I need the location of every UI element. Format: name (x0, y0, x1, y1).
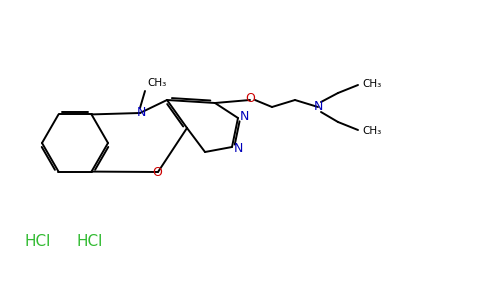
Text: HCl: HCl (77, 235, 103, 250)
Text: O: O (152, 166, 162, 178)
Text: CH₃: CH₃ (362, 126, 381, 136)
Text: N: N (240, 110, 249, 124)
Text: HCl: HCl (25, 235, 51, 250)
Text: N: N (136, 106, 146, 119)
Text: N: N (313, 100, 323, 112)
Text: O: O (245, 92, 255, 106)
Text: N: N (234, 142, 243, 154)
Text: CH₃: CH₃ (362, 79, 381, 89)
Text: CH₃: CH₃ (147, 78, 166, 88)
